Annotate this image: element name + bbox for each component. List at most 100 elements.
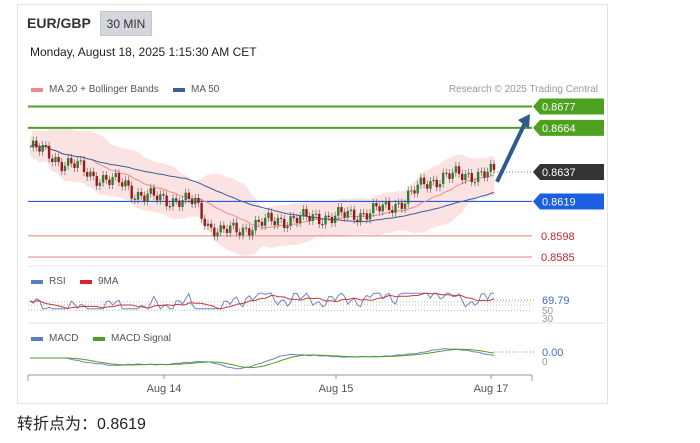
- candle-body: [111, 177, 114, 185]
- candle-body: [140, 191, 143, 196]
- candle-body: [82, 160, 86, 173]
- candle-body: [321, 224, 324, 226]
- candle-body: [238, 232, 241, 236]
- candle-body: [124, 180, 127, 187]
- candle-body: [419, 177, 423, 185]
- candle-body: [451, 172, 454, 179]
- candle-body: [273, 221, 276, 226]
- candle-body: [387, 201, 391, 211]
- candle-body: [429, 181, 432, 189]
- level-label: 0.8664: [542, 123, 576, 135]
- legend-macd-label: MACD: [49, 333, 79, 344]
- candle-body: [178, 200, 181, 207]
- candle-body: [194, 197, 197, 205]
- candle-body: [359, 213, 362, 222]
- legend-rsi-ma-label: 9MA: [98, 276, 119, 287]
- candle-body: [445, 172, 448, 174]
- forecast-arrow: [495, 114, 530, 183]
- candle-body: [330, 216, 334, 223]
- candle-body: [162, 194, 165, 196]
- candle-body: [73, 163, 76, 168]
- candle-body: [92, 171, 95, 177]
- candle-body: [279, 217, 283, 219]
- rsi-swatch: [31, 279, 43, 284]
- candle-body: [422, 177, 426, 185]
- candle-body: [311, 214, 315, 221]
- candle-body: [410, 190, 413, 192]
- candle-body: [416, 184, 419, 194]
- timeframe-badge[interactable]: 30 MIN: [100, 11, 152, 36]
- datetime-label: Monday, August 18, 2025 1:15:30 AM CET: [30, 45, 257, 59]
- legend-macd-signal-label: MACD Signal: [111, 333, 172, 344]
- candle-body: [63, 165, 67, 172]
- forecast-arrow-shaft: [495, 122, 527, 183]
- macd-signal-swatch: [93, 336, 105, 341]
- candle-body: [394, 204, 397, 213]
- candle-body: [391, 210, 394, 213]
- bollinger-band-fill: [30, 127, 494, 256]
- candle-body: [372, 203, 375, 214]
- candle-body: [213, 227, 216, 237]
- legend-rsi-ma: 9MA: [80, 276, 119, 287]
- level-label: 0.8585: [541, 252, 575, 264]
- candle-body: [302, 209, 305, 216]
- candle-body: [168, 206, 172, 208]
- candle-body: [219, 225, 222, 233]
- candle-body: [397, 202, 400, 205]
- candle-body: [352, 209, 356, 220]
- candle-body: [489, 163, 493, 172]
- macd-signal-line: [30, 348, 495, 369]
- candle-body: [35, 140, 38, 148]
- candle-body: [225, 228, 229, 234]
- candle-body: [155, 195, 159, 201]
- candle-body: [327, 215, 330, 217]
- candle-body: [187, 192, 191, 200]
- candle-body: [232, 222, 235, 226]
- legend-ma20-label: MA 20 + Bollinger Bands: [49, 84, 159, 95]
- level-label: 0.8677: [542, 102, 576, 114]
- candle-body: [260, 221, 264, 226]
- candle-body: [305, 209, 308, 217]
- candle-body: [229, 225, 232, 234]
- candle-body: [181, 200, 184, 207]
- candle-body: [426, 184, 429, 189]
- candle-body: [343, 212, 346, 218]
- candle-body: [346, 210, 350, 218]
- candle-body: [76, 160, 79, 168]
- ma50-swatch: [173, 87, 185, 92]
- candle-body: [470, 173, 473, 183]
- legend-ma50-label: MA 50: [191, 84, 220, 95]
- candle-body: [480, 171, 483, 173]
- legend-rsi-label: RSI: [49, 276, 66, 287]
- candle-body: [324, 215, 327, 225]
- level-tag: [533, 98, 604, 115]
- candle-body: [267, 212, 270, 218]
- candle-body: [51, 158, 54, 163]
- ma20-swatch: [31, 87, 43, 92]
- candle-body: [295, 217, 299, 224]
- candle-body: [105, 175, 108, 180]
- candle-body: [206, 223, 210, 227]
- candle-body: [337, 207, 340, 216]
- candle-body: [114, 173, 118, 178]
- legend-rsi: RSI: [31, 276, 66, 287]
- candle-body: [57, 156, 60, 163]
- candle-body: [448, 173, 451, 179]
- pair-title: EUR/GBP: [27, 15, 91, 31]
- candle-body: [483, 171, 486, 178]
- candle-body: [308, 216, 311, 221]
- level-lines: [28, 105, 535, 258]
- candle-body: [149, 187, 152, 194]
- macd-swatch: [31, 336, 43, 341]
- candle-body: [333, 215, 337, 223]
- candle-body: [70, 158, 73, 164]
- candle-body: [461, 173, 464, 181]
- level-label: 0.8598: [541, 231, 575, 243]
- candle-body: [251, 230, 254, 236]
- candle-body: [406, 190, 410, 204]
- candle-body: [89, 171, 92, 177]
- x-tick-label: Aug 15: [319, 383, 354, 395]
- candle-body: [441, 172, 445, 185]
